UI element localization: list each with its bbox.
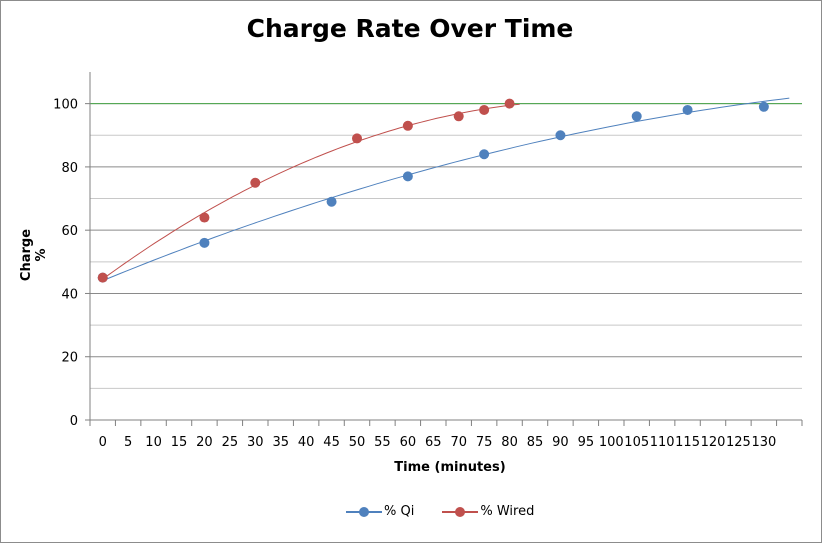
x-tick-label: 100 [599, 435, 624, 450]
y-axis-label: Charge % [19, 228, 49, 282]
data-point-wired [402, 120, 413, 131]
data-point-wired [97, 272, 108, 283]
x-tick-label: 70 [450, 435, 467, 450]
x-tick-label: 45 [323, 435, 340, 450]
x-tick-label: 30 [247, 435, 264, 450]
legend-item-wired: % Wired [442, 504, 534, 519]
legend-label-wired: % Wired [480, 504, 535, 519]
x-tick-label: 65 [425, 435, 442, 450]
x-tick-label: 25 [222, 435, 239, 450]
y-tick-label: 20 [61, 351, 78, 366]
data-point-qi [326, 196, 337, 207]
x-axis-label: Time (minutes) [394, 460, 506, 475]
x-tick-label: 120 [701, 435, 726, 450]
data-point-wired [504, 98, 515, 109]
x-tick-label: 90 [552, 435, 569, 450]
x-tick-label: 50 [349, 435, 366, 450]
legend-swatch-qi [346, 506, 382, 518]
data-point-wired [352, 133, 362, 144]
data-point-qi [758, 101, 769, 112]
legend-marker-wired [455, 506, 466, 517]
y-tick-label: 0 [70, 414, 78, 429]
data-point-qi [631, 111, 642, 122]
x-tick-label: 85 [527, 435, 544, 450]
x-tick-label: 105 [624, 435, 649, 450]
data-point-wired [250, 177, 261, 188]
x-tick-label: 55 [374, 435, 391, 450]
x-tick-label: 20 [196, 435, 213, 450]
y-tick-label: 80 [61, 161, 78, 176]
x-tick-label: 125 [726, 435, 751, 450]
legend-item-qi: % Qi [346, 504, 414, 519]
y-tick-label: 60 [61, 224, 78, 239]
legend-marker-qi [359, 506, 369, 517]
data-point-wired [453, 111, 464, 122]
x-tick-label: 95 [578, 435, 595, 450]
data-point-qi [479, 149, 490, 160]
y-tick-label: 40 [61, 287, 78, 302]
x-tick-label: 115 [675, 435, 700, 450]
legend-swatch-wired [442, 506, 479, 518]
x-tick-label: 60 [400, 435, 417, 450]
x-tick-label: 5 [124, 435, 132, 450]
y-tick-label: 100 [53, 98, 78, 113]
data-point-wired [199, 212, 210, 223]
x-tick-label: 130 [751, 435, 776, 450]
x-tick-label: 80 [501, 435, 518, 450]
x-tick-label: 35 [272, 435, 289, 450]
x-tick-label: 40 [298, 435, 315, 450]
chart-title: Charge Rate Over Time [246, 14, 574, 43]
data-point-qi [682, 104, 693, 115]
x-tick-label: 0 [99, 435, 107, 450]
data-point-wired [479, 104, 490, 115]
x-tick-label: 75 [476, 435, 493, 450]
data-point-qi [199, 237, 210, 248]
x-tick-label: 110 [650, 435, 675, 450]
legend-label-qi: % Qi [384, 504, 415, 519]
trendline-qi [102, 97, 790, 282]
trendline-wired [102, 103, 520, 280]
data-point-qi [402, 171, 413, 182]
x-tick-label: 10 [145, 435, 162, 450]
data-point-qi [555, 130, 566, 141]
x-tick-label: 15 [171, 435, 188, 450]
legend: % Qi % Wired [346, 504, 562, 519]
